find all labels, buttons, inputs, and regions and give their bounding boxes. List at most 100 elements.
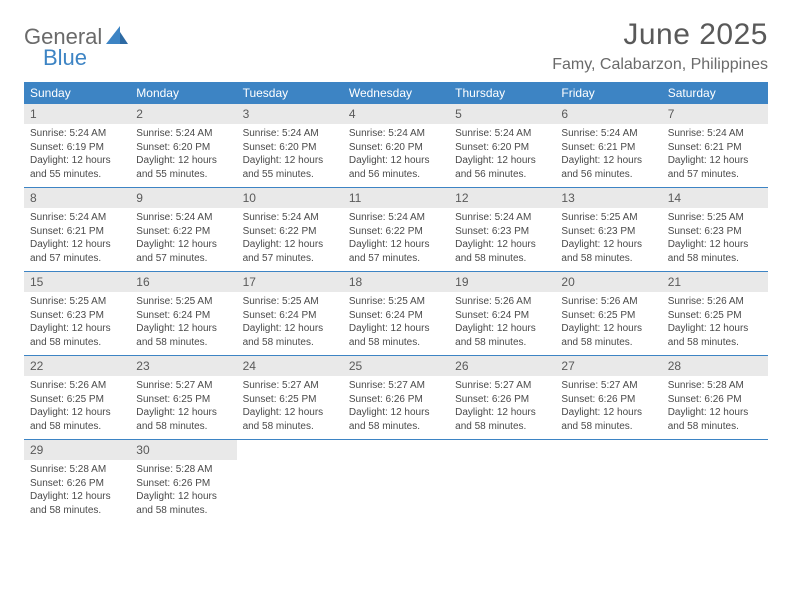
sunrise-text: Sunrise: 5:24 AM (30, 127, 124, 141)
sunset-text: Sunset: 6:23 PM (455, 225, 549, 239)
weekday-monday: Monday (130, 82, 236, 104)
sunset-text: Sunset: 6:26 PM (30, 477, 124, 491)
daylight-text: Daylight: 12 hours and 57 minutes. (136, 238, 230, 265)
day-number: 17 (237, 272, 343, 292)
day-number: 30 (130, 440, 236, 460)
logo-text-blue-wrap: Blue (43, 45, 87, 71)
day-number: 9 (130, 188, 236, 208)
day-number: 18 (343, 272, 449, 292)
daylight-text: Daylight: 12 hours and 58 minutes. (455, 322, 549, 349)
daylight-text: Daylight: 12 hours and 58 minutes. (30, 322, 124, 349)
weekday-wednesday: Wednesday (343, 82, 449, 104)
sunset-text: Sunset: 6:20 PM (349, 141, 443, 155)
day-cell: 12Sunrise: 5:24 AMSunset: 6:23 PMDayligh… (449, 188, 555, 271)
daylight-text: Daylight: 12 hours and 58 minutes. (668, 406, 762, 433)
daylight-text: Daylight: 12 hours and 58 minutes. (668, 322, 762, 349)
day-body: Sunrise: 5:25 AMSunset: 6:23 PMDaylight:… (662, 208, 768, 271)
daylight-text: Daylight: 12 hours and 58 minutes. (136, 322, 230, 349)
sunrise-text: Sunrise: 5:24 AM (349, 127, 443, 141)
day-cell: 7Sunrise: 5:24 AMSunset: 6:21 PMDaylight… (662, 104, 768, 187)
sunrise-text: Sunrise: 5:25 AM (561, 211, 655, 225)
day-body: Sunrise: 5:24 AMSunset: 6:23 PMDaylight:… (449, 208, 555, 271)
sunrise-text: Sunrise: 5:25 AM (30, 295, 124, 309)
day-body: Sunrise: 5:24 AMSunset: 6:20 PMDaylight:… (343, 124, 449, 187)
day-cell (555, 440, 661, 523)
sunrise-text: Sunrise: 5:24 AM (243, 127, 337, 141)
sunrise-text: Sunrise: 5:24 AM (136, 127, 230, 141)
day-number: 23 (130, 356, 236, 376)
day-body: Sunrise: 5:26 AMSunset: 6:25 PMDaylight:… (555, 292, 661, 355)
day-number: 24 (237, 356, 343, 376)
sunrise-text: Sunrise: 5:24 AM (455, 127, 549, 141)
sunset-text: Sunset: 6:21 PM (668, 141, 762, 155)
weekday-saturday: Saturday (662, 82, 768, 104)
title-block: June 2025 Famy, Calabarzon, Philippines (552, 18, 768, 74)
day-body: Sunrise: 5:25 AMSunset: 6:23 PMDaylight:… (555, 208, 661, 271)
sunrise-text: Sunrise: 5:27 AM (349, 379, 443, 393)
day-cell: 26Sunrise: 5:27 AMSunset: 6:26 PMDayligh… (449, 356, 555, 439)
daylight-text: Daylight: 12 hours and 57 minutes. (668, 154, 762, 181)
sunrise-text: Sunrise: 5:24 AM (561, 127, 655, 141)
daylight-text: Daylight: 12 hours and 58 minutes. (668, 238, 762, 265)
sunrise-text: Sunrise: 5:24 AM (30, 211, 124, 225)
day-cell: 2Sunrise: 5:24 AMSunset: 6:20 PMDaylight… (130, 104, 236, 187)
daylight-text: Daylight: 12 hours and 57 minutes. (349, 238, 443, 265)
day-body: Sunrise: 5:28 AMSunset: 6:26 PMDaylight:… (24, 460, 130, 523)
sunrise-text: Sunrise: 5:27 AM (243, 379, 337, 393)
day-cell: 4Sunrise: 5:24 AMSunset: 6:20 PMDaylight… (343, 104, 449, 187)
day-body: Sunrise: 5:24 AMSunset: 6:19 PMDaylight:… (24, 124, 130, 187)
day-body: Sunrise: 5:26 AMSunset: 6:24 PMDaylight:… (449, 292, 555, 355)
sunrise-text: Sunrise: 5:26 AM (668, 295, 762, 309)
daylight-text: Daylight: 12 hours and 58 minutes. (30, 406, 124, 433)
daylight-text: Daylight: 12 hours and 55 minutes. (243, 154, 337, 181)
daylight-text: Daylight: 12 hours and 58 minutes. (349, 406, 443, 433)
sunset-text: Sunset: 6:26 PM (455, 393, 549, 407)
day-body: Sunrise: 5:25 AMSunset: 6:23 PMDaylight:… (24, 292, 130, 355)
sunset-text: Sunset: 6:23 PM (561, 225, 655, 239)
week-row: 15Sunrise: 5:25 AMSunset: 6:23 PMDayligh… (24, 272, 768, 356)
day-cell: 10Sunrise: 5:24 AMSunset: 6:22 PMDayligh… (237, 188, 343, 271)
sunrise-text: Sunrise: 5:25 AM (136, 295, 230, 309)
day-body: Sunrise: 5:28 AMSunset: 6:26 PMDaylight:… (130, 460, 236, 523)
weekday-tuesday: Tuesday (237, 82, 343, 104)
sunset-text: Sunset: 6:23 PM (30, 309, 124, 323)
sunset-text: Sunset: 6:21 PM (561, 141, 655, 155)
day-body: Sunrise: 5:25 AMSunset: 6:24 PMDaylight:… (237, 292, 343, 355)
day-number: 22 (24, 356, 130, 376)
day-number: 5 (449, 104, 555, 124)
daylight-text: Daylight: 12 hours and 58 minutes. (243, 322, 337, 349)
day-cell (449, 440, 555, 523)
week-row: 29Sunrise: 5:28 AMSunset: 6:26 PMDayligh… (24, 440, 768, 523)
sunrise-text: Sunrise: 5:27 AM (561, 379, 655, 393)
day-body: Sunrise: 5:24 AMSunset: 6:21 PMDaylight:… (24, 208, 130, 271)
sunset-text: Sunset: 6:25 PM (243, 393, 337, 407)
day-cell: 25Sunrise: 5:27 AMSunset: 6:26 PMDayligh… (343, 356, 449, 439)
day-number: 1 (24, 104, 130, 124)
daylight-text: Daylight: 12 hours and 58 minutes. (243, 406, 337, 433)
day-cell: 21Sunrise: 5:26 AMSunset: 6:25 PMDayligh… (662, 272, 768, 355)
daylight-text: Daylight: 12 hours and 58 minutes. (455, 238, 549, 265)
day-body: Sunrise: 5:24 AMSunset: 6:20 PMDaylight:… (237, 124, 343, 187)
day-cell: 17Sunrise: 5:25 AMSunset: 6:24 PMDayligh… (237, 272, 343, 355)
day-cell: 30Sunrise: 5:28 AMSunset: 6:26 PMDayligh… (130, 440, 236, 523)
day-body: Sunrise: 5:27 AMSunset: 6:25 PMDaylight:… (130, 376, 236, 439)
day-cell: 20Sunrise: 5:26 AMSunset: 6:25 PMDayligh… (555, 272, 661, 355)
weekday-thursday: Thursday (449, 82, 555, 104)
day-cell: 18Sunrise: 5:25 AMSunset: 6:24 PMDayligh… (343, 272, 449, 355)
day-number: 19 (449, 272, 555, 292)
sunrise-text: Sunrise: 5:27 AM (455, 379, 549, 393)
sunset-text: Sunset: 6:21 PM (30, 225, 124, 239)
daylight-text: Daylight: 12 hours and 57 minutes. (243, 238, 337, 265)
month-title: June 2025 (552, 18, 768, 52)
sunset-text: Sunset: 6:22 PM (136, 225, 230, 239)
day-number: 20 (555, 272, 661, 292)
day-number: 29 (24, 440, 130, 460)
day-cell: 6Sunrise: 5:24 AMSunset: 6:21 PMDaylight… (555, 104, 661, 187)
sunset-text: Sunset: 6:19 PM (30, 141, 124, 155)
daylight-text: Daylight: 12 hours and 58 minutes. (561, 322, 655, 349)
sunrise-text: Sunrise: 5:25 AM (668, 211, 762, 225)
sunset-text: Sunset: 6:20 PM (243, 141, 337, 155)
sunset-text: Sunset: 6:20 PM (136, 141, 230, 155)
sunset-text: Sunset: 6:26 PM (561, 393, 655, 407)
daylight-text: Daylight: 12 hours and 58 minutes. (30, 490, 124, 517)
